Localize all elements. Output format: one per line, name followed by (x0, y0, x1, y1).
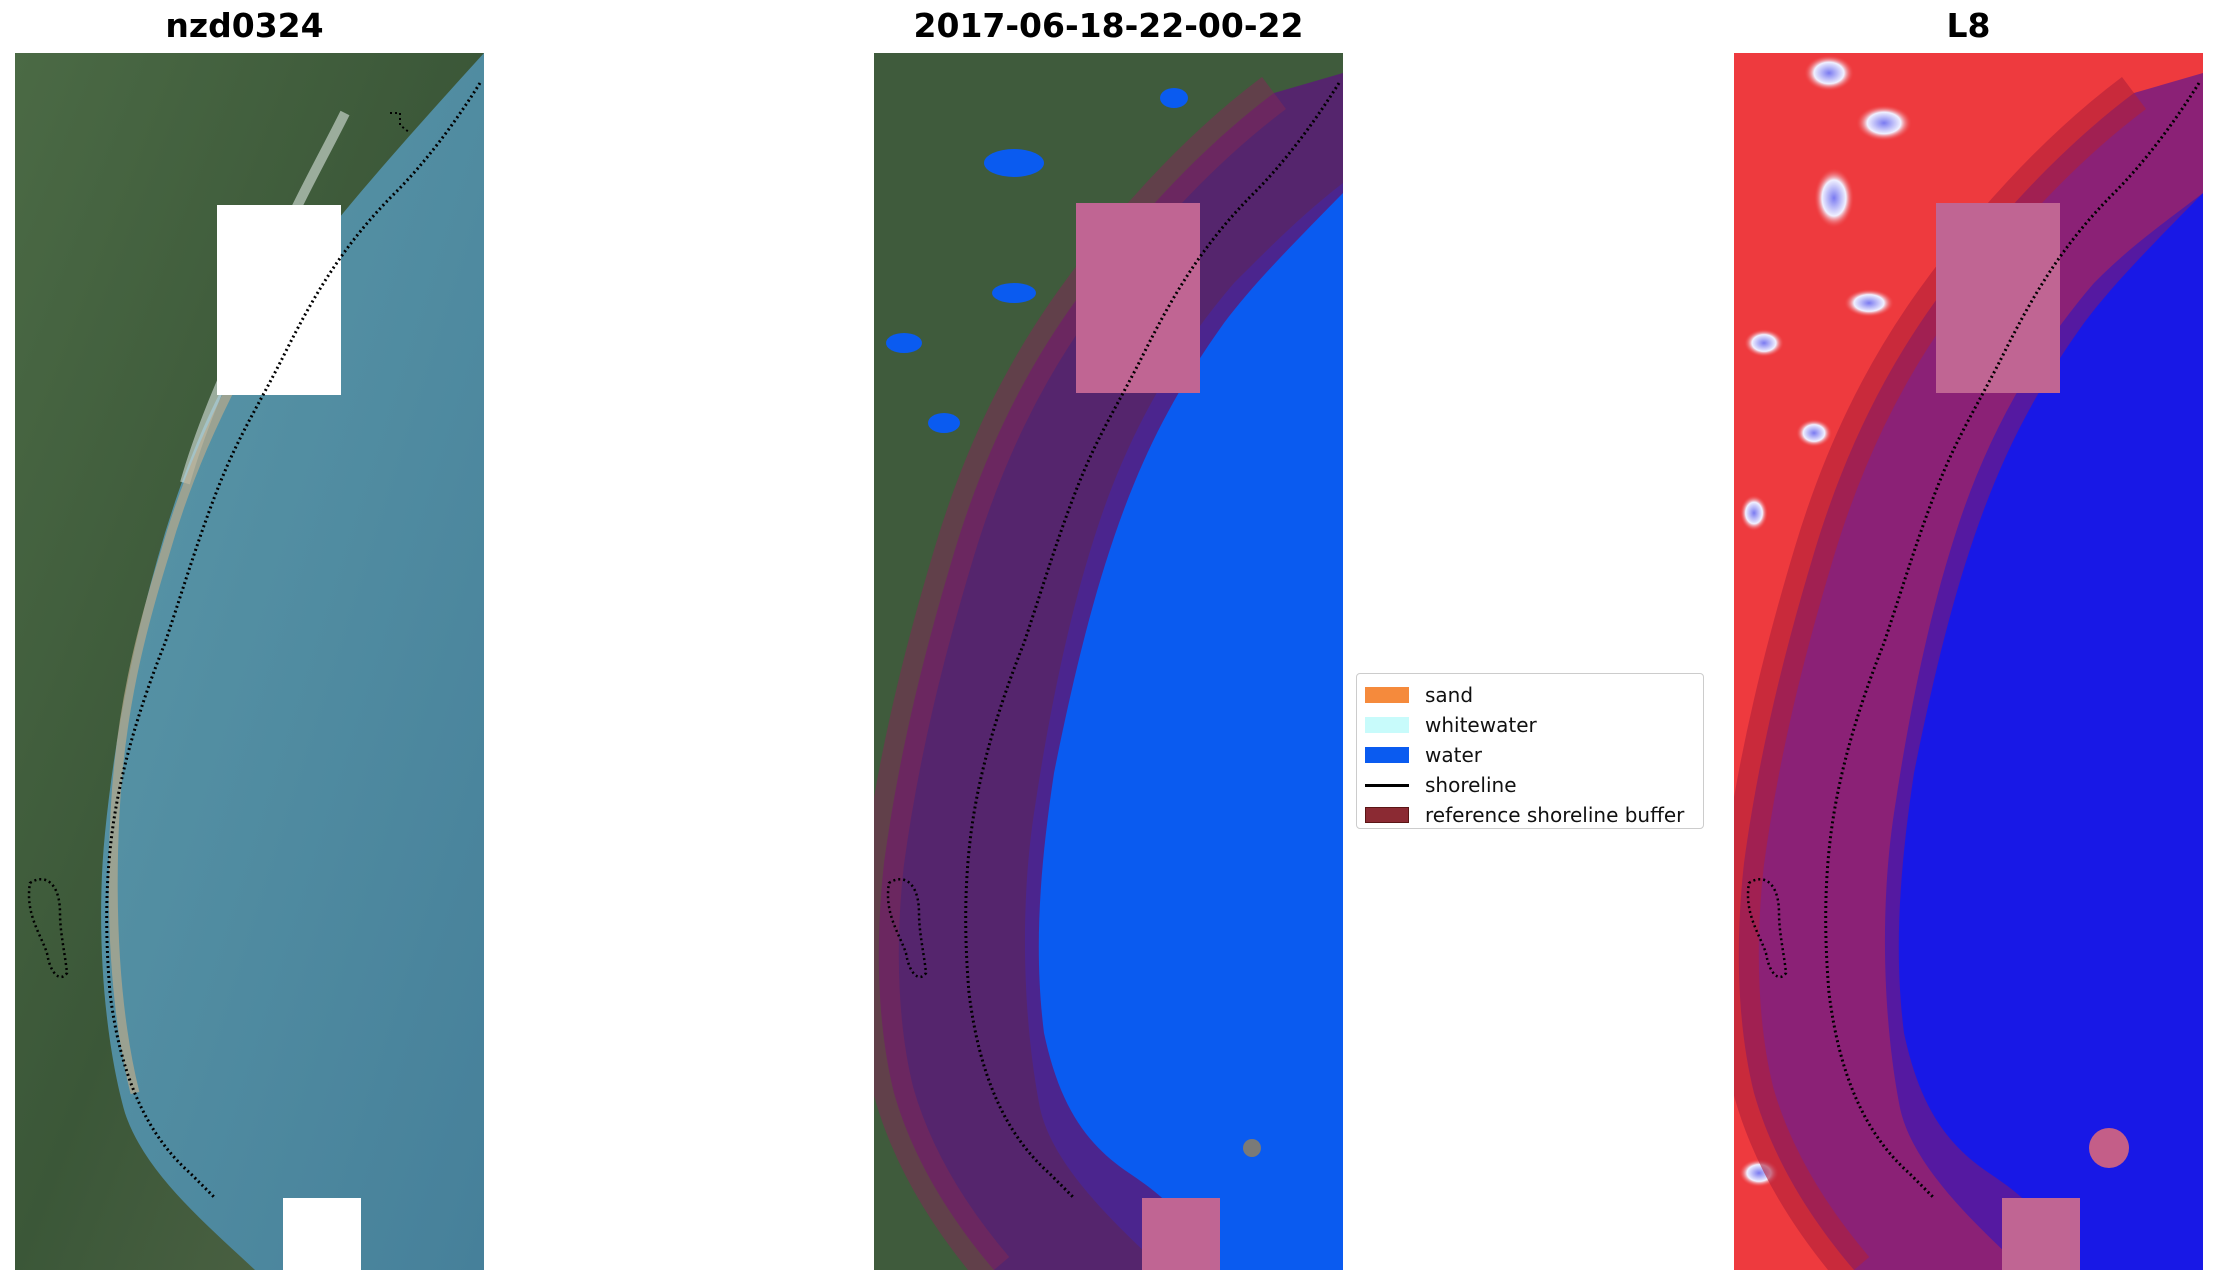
inland-water-patch (1160, 88, 1188, 108)
sea-area (101, 53, 484, 1270)
legend-label: reference shoreline buffer (1425, 803, 1685, 827)
low-index-patch (1814, 168, 1854, 228)
legend-swatch-water (1365, 747, 1409, 763)
inlet-outline (390, 112, 411, 134)
cloud-mask-lower (1142, 1198, 1220, 1270)
inland-water-patch (928, 413, 960, 433)
lagoon-outline (1746, 878, 1788, 979)
legend-label: water (1425, 743, 1482, 767)
legend-item-whitewater: whitewater (1357, 710, 1703, 740)
legend-item-reference-buffer: reference shoreline buffer (1357, 800, 1703, 830)
shoreline-line (105, 82, 482, 1200)
legend-label: sand (1425, 683, 1474, 707)
legend-label: shoreline (1425, 773, 1517, 797)
panel-title-classified: 2017-06-18-22-00-22 (913, 6, 1304, 45)
cloud-mask-lower (283, 1198, 361, 1270)
legend-swatch-whitewater (1365, 717, 1409, 733)
cloud-mask-upper (1076, 203, 1200, 393)
classified-image (874, 53, 1343, 1270)
lagoon-outline (27, 878, 69, 979)
rock-outcrop (1243, 1139, 1261, 1157)
panel-title-rgb: nzd0324 (165, 6, 324, 45)
low-index-patch (1844, 289, 1894, 317)
shoreline-line (1824, 82, 2201, 1200)
bright-rock-patch (2089, 1128, 2129, 1168)
lagoon-outline (886, 878, 928, 979)
cloud-mask-upper (1936, 203, 2060, 393)
legend-item-shoreline: shoreline (1357, 770, 1703, 800)
cloud-mask-lower (2002, 1198, 2080, 1270)
panel-title-index: L8 (1946, 6, 1991, 45)
low-index-patch (1796, 419, 1832, 447)
legend-swatch-reference-buffer (1365, 807, 1409, 823)
index-image (1734, 53, 2203, 1270)
legend-item-water: water (1357, 740, 1703, 770)
classified-image-panel (874, 53, 1343, 1270)
low-index-patch (1804, 55, 1854, 91)
index-image-panel (1734, 53, 2203, 1270)
legend-swatch-shoreline (1365, 783, 1409, 787)
beach-sand (108, 330, 264, 1095)
inland-water-patch (984, 149, 1044, 177)
low-index-patch (1856, 105, 1912, 141)
water-class-area (1024, 183, 1343, 1270)
shoreline-line (964, 82, 1341, 1200)
reference-shoreline-buffer (1738, 73, 2203, 1270)
inland-water-patch (886, 333, 922, 353)
cloud-mask-upper (217, 205, 341, 395)
legend-item-sand: sand (1357, 680, 1703, 710)
water-index-area (1884, 193, 2203, 1270)
reference-shoreline-buffer (878, 73, 1343, 1270)
legend-swatch-sand (1365, 687, 1409, 703)
inland-water-patch (992, 283, 1036, 303)
rgb-image (15, 53, 484, 1270)
low-index-patch (1740, 495, 1768, 531)
rgb-image-panel (15, 53, 484, 1270)
legend: sand whitewater water shoreline referenc… (1356, 673, 1704, 829)
legend-label: whitewater (1425, 713, 1537, 737)
low-index-patch (1744, 329, 1784, 357)
